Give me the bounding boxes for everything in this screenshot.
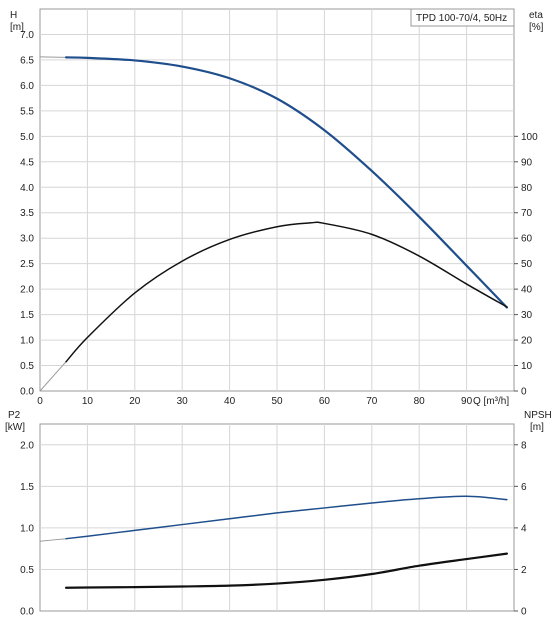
eta-axis-unit: [%] [529, 22, 544, 33]
left-tick-label: 1.5 [20, 482, 34, 493]
eta-axis-label: eta [529, 10, 543, 21]
series-1-line [64, 552, 508, 589]
top-grid [40, 9, 514, 391]
top-series [39, 56, 508, 392]
x-tick-label: 10 [82, 396, 94, 407]
left-tick-label: 7.0 [20, 30, 34, 41]
left-tick-label: 2.0 [20, 285, 34, 296]
left-tick-label: 0.0 [20, 607, 34, 618]
right-tick-label: 90 [521, 157, 533, 168]
left-tick-label: 4.0 [20, 183, 34, 194]
x-tick-label: 60 [319, 396, 331, 407]
chart-title: TPD 100-70/4, 50Hz [416, 13, 507, 24]
left-tick-label: 5.0 [20, 132, 34, 143]
flow-axis-label: Q [m³/h] [473, 396, 509, 407]
head-efficiency-panel: 0 10 20 30 40 50 60 70 80 90 0.0 0.5 1.0 1.5 2.0 2.5 3.0… [10, 8, 544, 407]
left-tick-label: 1.0 [20, 336, 34, 347]
left-tick-label: 0.0 [20, 387, 34, 398]
right-tick-label: 100 [521, 132, 538, 143]
left-tick-label: 2.0 [20, 440, 34, 451]
right-tick-label: 50 [521, 259, 533, 270]
title-box [410, 8, 515, 27]
left-tick-label: 5.5 [20, 106, 34, 117]
head-axis-label: H [10, 10, 17, 21]
x-tick-label: 0 [37, 396, 43, 407]
right-tick-label: 0 [521, 607, 527, 618]
bottom-axes: 0.0 0.5 1.0 1.5 2.0 0 2 4 6 8 [20, 440, 527, 617]
x-tick-label: 50 [271, 396, 283, 407]
x-tick-label: 70 [366, 396, 378, 407]
npsh-axis-label: NPSH [524, 410, 552, 421]
series-0-extension [39, 56, 67, 58]
right-tick-label: 4 [521, 523, 527, 534]
power-axis-unit: [kW] [5, 422, 25, 433]
right-tick-label: 60 [521, 234, 533, 245]
left-tick-label: 0.5 [20, 565, 34, 576]
right-tick-label: 70 [521, 208, 533, 219]
left-tick-label: 2.5 [20, 259, 34, 270]
power-axis-label: P2 [8, 410, 21, 421]
left-tick-label: 6.0 [20, 81, 34, 92]
x-tick-label: 30 [177, 396, 189, 407]
series-1-extension [39, 361, 67, 392]
right-tick-label: 8 [521, 440, 527, 451]
top-axes: 0 10 20 30 40 50 60 70 80 90 0.0 0.5 1.0 1.5 2.0 2.5 3.0… [20, 30, 538, 407]
right-tick-label: 30 [521, 310, 533, 321]
x-tick-label: 20 [129, 396, 141, 407]
left-tick-label: 4.5 [20, 157, 34, 168]
right-tick-label: 0 [521, 387, 527, 398]
left-tick-label: 3.0 [20, 234, 34, 245]
right-tick-label: 80 [521, 183, 533, 194]
series-0-extension [39, 538, 67, 542]
head-axis-unit: [m] [10, 22, 24, 33]
series-1-line [65, 221, 508, 363]
npsh-axis-unit: [m] [530, 422, 544, 433]
left-tick-label: 6.5 [20, 55, 34, 66]
left-tick-label: 0.5 [20, 361, 34, 372]
x-tick-label: 80 [414, 396, 426, 407]
right-tick-label: 20 [521, 336, 533, 347]
left-tick-label: 1.0 [20, 523, 34, 534]
x-tick-label: 90 [461, 396, 473, 407]
series-0-line [65, 495, 508, 540]
right-tick-label: 6 [521, 482, 527, 493]
bottom-grid [40, 424, 514, 611]
left-tick-label: 3.5 [20, 208, 34, 219]
right-tick-label: 10 [521, 361, 533, 372]
x-tick-label: 40 [224, 396, 236, 407]
bottom-series [39, 495, 508, 589]
power-npsh-panel: 0.0 0.5 1.0 1.5 2.0 0 2 4 6 8 P2 [kW] NPSH [m] [5, 410, 552, 618]
right-tick-label: 40 [521, 285, 533, 296]
series-0-line [64, 56, 508, 309]
right-tick-label: 2 [521, 565, 527, 576]
left-tick-label: 1.5 [20, 310, 34, 321]
